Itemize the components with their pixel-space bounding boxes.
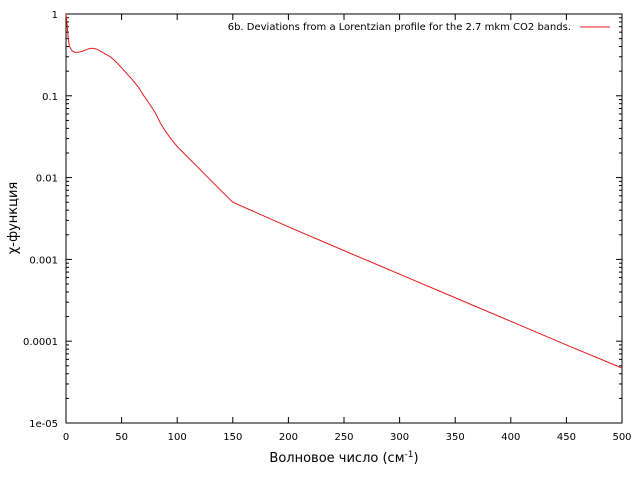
y-tick-label: 0.01 <box>36 174 58 185</box>
x-axis-label: Волновое число (см-1) <box>269 450 418 466</box>
x-tick-label: 200 <box>279 432 298 443</box>
x-axis: 0 50 100 150 200 250 300 350 400 450 500 <box>63 14 632 443</box>
plot-area-frame <box>65 13 623 424</box>
x-tick-label: 350 <box>446 432 465 443</box>
x-tick-label: 250 <box>334 432 353 443</box>
legend-label: 6b. Deviations from a Lorentzian profile… <box>228 22 571 33</box>
series-line <box>65 13 623 369</box>
y-tick-label: 1 <box>52 10 58 21</box>
x-tick-label: 100 <box>168 432 187 443</box>
y-axis-label: χ-функция <box>6 182 21 254</box>
x-tick-label: 0 <box>63 432 69 443</box>
y-tick-label: 1e-05 <box>29 419 58 430</box>
x-tick-label: 50 <box>115 432 128 443</box>
y-axis: 1e-05 0.0001 0.001 0.01 0.1 1 <box>23 10 622 430</box>
x-tick-label: 300 <box>390 432 409 443</box>
y-tick-label: 0.0001 <box>23 337 58 348</box>
x-axis-label-text: Волновое число (см <box>269 451 404 466</box>
x-axis-label-suffix: ) <box>413 451 418 466</box>
x-tick-label: 450 <box>557 432 576 443</box>
y-tick-label: 0.001 <box>29 255 58 266</box>
series-layer <box>65 13 623 369</box>
x-axis-label-sup: -1 <box>405 450 414 460</box>
y-tick-label: 0.1 <box>42 92 58 103</box>
legend: 6b. Deviations from a Lorentzian profile… <box>228 22 610 33</box>
x-tick-label: 150 <box>223 432 242 443</box>
x-tick-label: 400 <box>501 432 520 443</box>
x-tick-label: 500 <box>612 432 631 443</box>
